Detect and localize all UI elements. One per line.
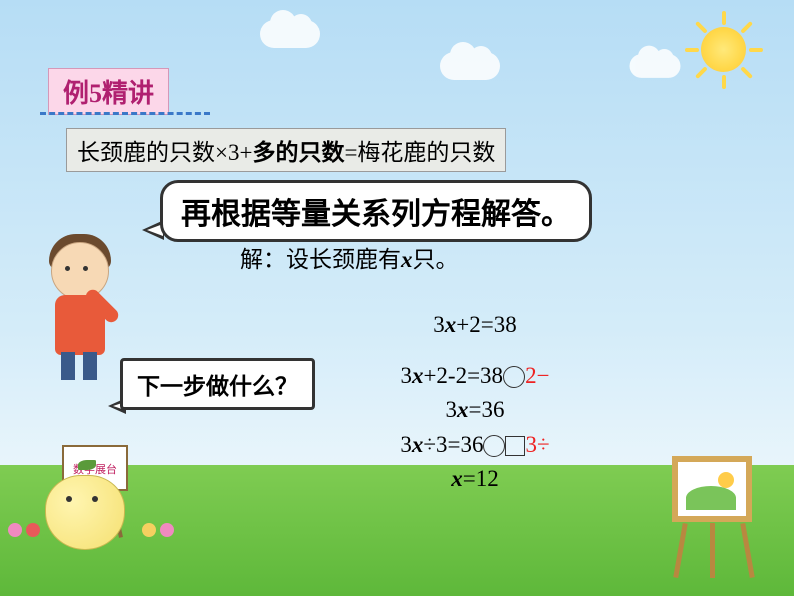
speech-bubble-1: 再根据等量关系列方程解答。 — [160, 180, 592, 242]
sun-decoration — [689, 15, 759, 85]
square-operator — [505, 436, 525, 456]
eq-bold: 多的只数 — [252, 140, 344, 165]
answer: x=12 — [335, 462, 615, 497]
cloud-icon — [630, 54, 681, 78]
setup-suffix: 只。 — [413, 247, 459, 272]
solution-text: 解：设长颈鹿有x只。 — [240, 242, 459, 278]
equation-1: 3x+2=38 — [335, 308, 615, 343]
slide-title: 例5精讲 — [48, 68, 169, 115]
cloud-icon — [440, 52, 500, 80]
step-1: 3x+2-2=382− — [335, 359, 615, 394]
flowers-decoration — [6, 533, 42, 552]
solution-steps: 3x+2=38 3x+2-2=382− 3x=36 3x÷3=363÷ x=12 — [335, 308, 615, 497]
flowers-decoration — [140, 533, 176, 552]
circle-operator — [483, 435, 505, 457]
apple-character — [30, 428, 140, 568]
eq-part1: 长颈鹿的只数×3+ — [77, 140, 252, 165]
boy-character — [35, 230, 125, 380]
setup-var: x — [401, 247, 413, 272]
step-2: 3x=36 — [335, 393, 615, 428]
title-underline — [40, 112, 210, 115]
cloud-icon — [260, 20, 320, 48]
eq-part2: =梅花鹿的只数 — [344, 140, 495, 165]
speech-bubble-2: 下一步做什么？ — [120, 358, 315, 410]
easel-decoration — [664, 448, 764, 578]
equation-relation: 长颈鹿的只数×3+多的只数=梅花鹿的只数 — [66, 128, 506, 172]
step-3: 3x÷3=363÷ — [335, 428, 615, 463]
circle-operator — [503, 366, 525, 388]
setup-prefix: 解：设长颈鹿有 — [240, 247, 401, 272]
